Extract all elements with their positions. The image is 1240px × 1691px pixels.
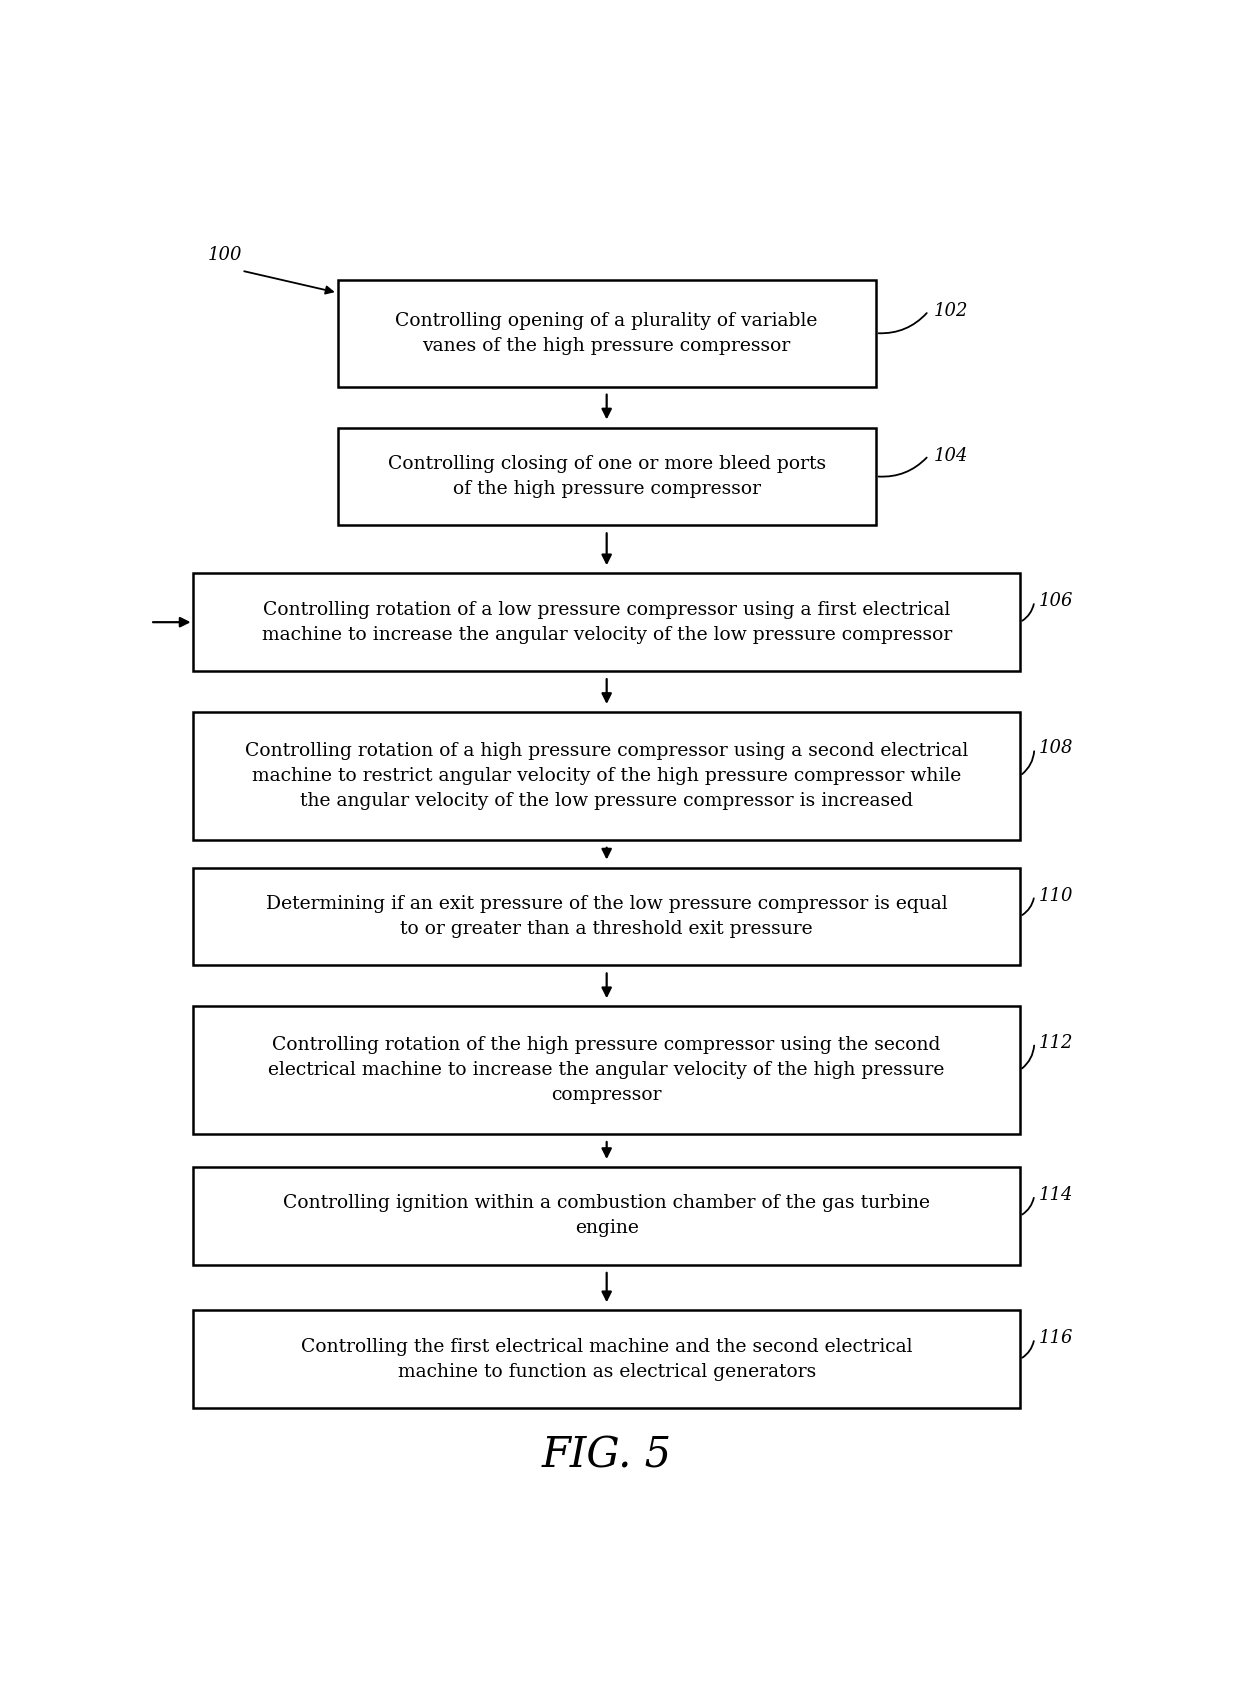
- Bar: [193, 712, 1019, 840]
- Text: 100: 100: [208, 245, 242, 264]
- Text: Controlling rotation of a high pressure compressor using a second electrical
mac: Controlling rotation of a high pressure …: [246, 742, 968, 810]
- Text: 110: 110: [1039, 886, 1074, 905]
- Bar: [193, 573, 1019, 671]
- Text: 106: 106: [1039, 592, 1074, 610]
- Text: Controlling rotation of the high pressure compressor using the second
electrical: Controlling rotation of the high pressur…: [269, 1037, 945, 1104]
- Text: 114: 114: [1039, 1185, 1074, 1204]
- Text: FIG. 5: FIG. 5: [542, 1434, 672, 1476]
- Text: Controlling opening of a plurality of variable
vanes of the high pressure compre: Controlling opening of a plurality of va…: [396, 311, 818, 355]
- Bar: [193, 1311, 1019, 1409]
- Bar: [193, 1006, 1019, 1135]
- Bar: [337, 428, 875, 526]
- Text: Controlling rotation of a low pressure compressor using a first electrical
machi: Controlling rotation of a low pressure c…: [262, 600, 952, 644]
- Text: 102: 102: [934, 303, 968, 320]
- Text: Determining if an exit pressure of the low pressure compressor is equal
to or gr: Determining if an exit pressure of the l…: [265, 895, 947, 939]
- Text: 112: 112: [1039, 1033, 1074, 1052]
- Bar: [337, 279, 875, 387]
- Bar: [193, 1167, 1019, 1265]
- Bar: [193, 867, 1019, 966]
- Text: Controlling the first electrical machine and the second electrical
machine to fu: Controlling the first electrical machine…: [301, 1338, 913, 1380]
- Text: 116: 116: [1039, 1329, 1074, 1348]
- Text: 104: 104: [934, 446, 968, 465]
- Text: Controlling closing of one or more bleed ports
of the high pressure compressor: Controlling closing of one or more bleed…: [388, 455, 826, 497]
- Text: 108: 108: [1039, 739, 1074, 758]
- Text: Controlling ignition within a combustion chamber of the gas turbine
engine: Controlling ignition within a combustion…: [283, 1194, 930, 1238]
